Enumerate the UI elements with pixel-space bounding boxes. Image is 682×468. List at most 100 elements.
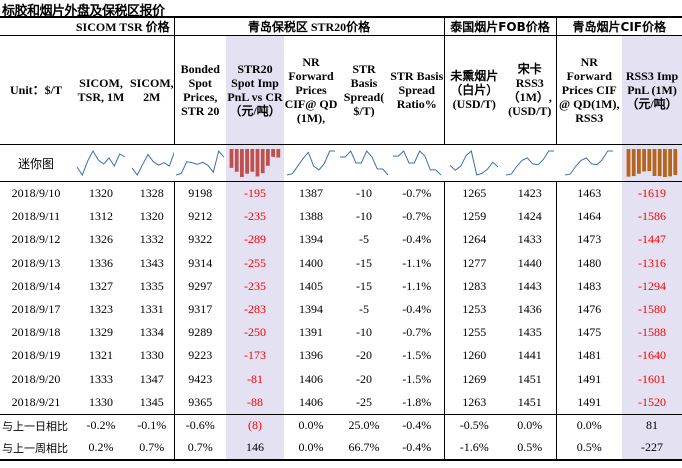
sparkline-cif-nr: [556, 144, 623, 182]
table-row: 2018/9/21 1330 1345 9365 -88 1406 -25 -1.8% 1263…: [0, 390, 682, 415]
cell-rss3-pnl: -1619: [622, 181, 682, 206]
cell-str-ratio: -1.1%: [402, 278, 432, 293]
cell-bonded: 9423: [173, 367, 226, 391]
cell-sicom-2m: 1331: [139, 302, 164, 317]
cell-rss3-pnl: -1588: [622, 321, 682, 345]
cell-cif-nr: 1481: [555, 344, 623, 368]
cell-rss3-pnl: -227: [622, 436, 682, 461]
cell-str-ratio: -1.1%: [402, 255, 432, 270]
cell-fob-white: 1253: [443, 297, 504, 322]
cell-nr-forward: 1405: [299, 278, 323, 293]
cell-rss3-pnl: -1294: [622, 274, 682, 298]
cell-str20-pnl: -255: [226, 251, 284, 275]
cell-nr-forward: 0.0%: [284, 413, 338, 437]
row-date: 2018/9/11: [11, 209, 61, 224]
cell-str20-pnl: -250: [226, 321, 284, 345]
price-table: SICOM TSR 价格 青岛保税区 STR20价格 泰国烟片FOB价格 青岛烟…: [0, 16, 682, 461]
cell-sicom-2m: 1334: [139, 325, 164, 340]
cell-bonded: 9297: [173, 274, 226, 298]
sparkline-nr-forward: [284, 144, 338, 182]
cell-bonded: 9317: [173, 297, 226, 322]
row-date: 2018/9/21: [11, 394, 61, 409]
spark-bar: [642, 149, 647, 172]
cell-sicom-1m: 1330: [89, 394, 113, 409]
cell-nr-forward: 1406: [299, 394, 323, 409]
cell-rss3-pnl: -1586: [622, 205, 682, 229]
col-unit: Unit：$/T: [0, 35, 72, 145]
cell-str-ratio: -0.4%: [402, 232, 432, 247]
cell-sicom-1m: 1320: [89, 186, 113, 201]
col-str-spread: STR Basis Spread( $/T): [338, 35, 390, 145]
cell-cif-nr: 0.5%: [555, 436, 623, 461]
cell-fob-rss3: 1443: [517, 278, 542, 293]
cell-sicom-1m: -0.2%: [72, 413, 130, 437]
col-bonded: Bonded Spot Prices, STR 20: [173, 35, 226, 145]
cell-sicom-2m: 1343: [139, 255, 164, 270]
col-rss3-pnl: RSS3 Imp PnL (1M)（元/吨）: [622, 35, 682, 145]
cell-rss3-pnl: -1520: [622, 390, 682, 415]
spark-line: [393, 150, 442, 176]
cell-fob-rss3: 1436: [517, 302, 542, 317]
spark-bar: [245, 149, 249, 174]
spark-bar: [266, 149, 270, 166]
sparkline-str20-pnl: [226, 144, 284, 182]
spark-bar: [626, 149, 631, 177]
sparkline-rss3-pnl: [622, 144, 682, 182]
table-row: 2018/9/18 1329 1334 9289 -250 1391 -10 -0.7% 125…: [0, 321, 682, 345]
cell-bonded: 9314: [173, 251, 226, 275]
table-row: 2018/9/17 1323 1331 9317 -283 1394 -5 -0.4% 1253…: [0, 297, 682, 322]
table-row: 2018/9/13 1336 1343 9314 -255 1400 -15 -1.1% 127…: [0, 251, 682, 275]
cell-bonded: -0.6%: [173, 413, 226, 437]
row-date: 2018/9/17: [11, 302, 61, 317]
cell-bonded: 9198: [173, 181, 226, 206]
cell-str-ratio: -1.8%: [402, 394, 432, 409]
cell-str20-pnl: -195: [226, 181, 284, 206]
cell-sicom-1m: 1321: [89, 348, 113, 363]
cell-sicom-2m: 1332: [139, 232, 164, 247]
cell-bonded: 0.7%: [173, 436, 226, 461]
col-str-ratio: STR Basis Spread Ratio%: [390, 35, 444, 145]
cell-rss3-pnl: -1447: [622, 228, 682, 252]
spark-label: 迷你图: [0, 144, 72, 182]
row-date: 2018/9/20: [11, 371, 61, 386]
table-row: 2018/9/20 1333 1347 9423 -81 1406 -20 -1.5% 1269…: [0, 367, 682, 391]
cell-str-spread: 25.0%: [338, 413, 390, 437]
summary-row: 与上一周相比 0.2% 0.7% 0.7% 146 0.0% 66.7% -0.4% -1.6%…: [0, 436, 682, 461]
cell-cif-nr: 1483: [555, 274, 623, 298]
cell-str20-pnl: -235: [226, 274, 284, 298]
cell-sicom-1m: 1312: [89, 209, 113, 224]
cell-nr-forward: 1400: [299, 255, 323, 270]
cell-sicom-2m: 1347: [139, 371, 164, 386]
spark-bar: [234, 149, 239, 172]
cell-str-spread: -5: [359, 302, 369, 317]
sparkline-sicom-2m: [130, 144, 174, 182]
cell-sicom-1m: 0.2%: [72, 436, 130, 461]
summary-label: 与上一周相比: [0, 436, 72, 461]
row-date: 2018/9/13: [11, 255, 61, 270]
spark-bar: [250, 149, 255, 172]
spark-bar: [255, 149, 260, 177]
cell-nr-forward: 1391: [299, 325, 323, 340]
summary-label: 与上一日相比: [0, 413, 72, 437]
cell-str-ratio: -0.7%: [402, 209, 432, 224]
cell-str-ratio: -0.4%: [390, 413, 444, 437]
cell-fob-rss3: 1433: [517, 232, 542, 247]
cell-str-spread: -15: [356, 255, 372, 270]
cell-str-spread: -5: [359, 232, 369, 247]
cell-cif-nr: 0.0%: [555, 413, 623, 437]
cell-str-spread: -10: [356, 186, 372, 201]
cell-fob-white: 1259: [443, 205, 504, 229]
cell-nr-forward: 1387: [299, 186, 323, 201]
spark-line: [131, 151, 174, 176]
spark-bar: [673, 149, 678, 175]
spark-bar: [240, 149, 244, 177]
row-date: 2018/9/12: [11, 232, 61, 247]
col-nr-forward: NR Forward Prices CIF@ QD (1M),: [284, 35, 338, 145]
cell-sicom-2m: 1328: [139, 186, 164, 201]
col-sicom-2m: SICOM,TSR, 2M: [130, 35, 174, 145]
table-row: 2018/9/10 1320 1328 9198 -195 1387 -10 -0.7% 126…: [0, 181, 682, 206]
cell-str-spread: -10: [356, 209, 372, 224]
cell-sicom-2m: 1320: [139, 209, 164, 224]
cell-fob-white: 1265: [443, 181, 504, 206]
row-date: 2018/9/10: [11, 186, 61, 201]
